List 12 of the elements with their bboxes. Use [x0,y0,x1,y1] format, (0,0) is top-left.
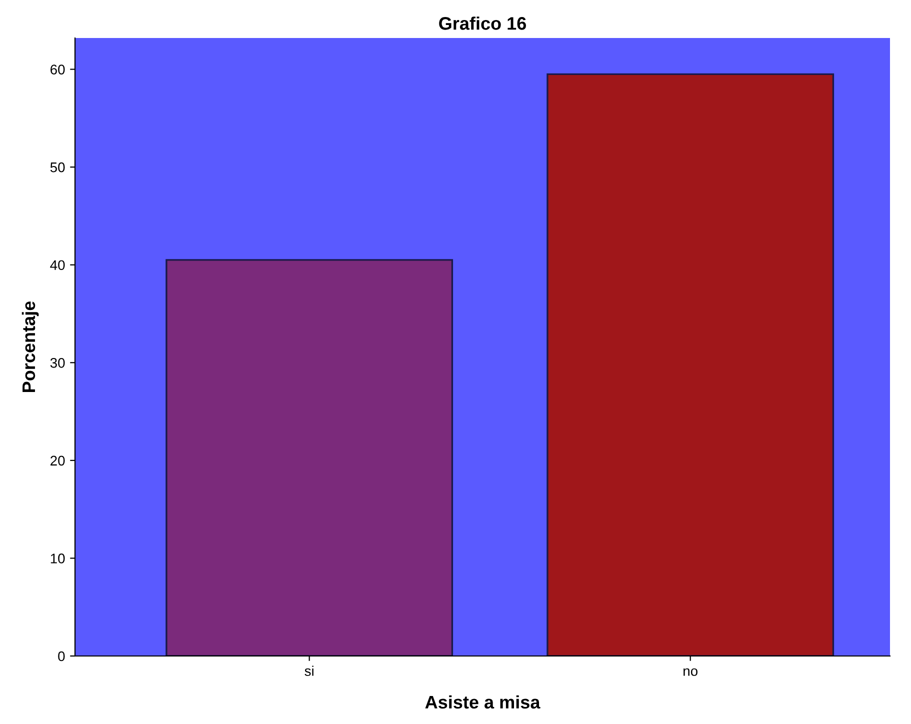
x-axis-title: Asiste a misa [425,695,540,709]
y-tick-label: 20 [50,456,65,466]
x-tick-label: si [304,666,314,676]
y-axis-title: Porcentaje [22,301,39,392]
x-tick-label: no [684,668,698,676]
chart-title: Grafico 16 [439,16,526,30]
y-tick-label: 0 [58,651,65,662]
y-tick-label: 60 [50,64,65,74]
y-tick-label: 40 [50,260,65,270]
y-tick-label: 30 [50,358,65,368]
y-tick-label: 50 [50,162,65,172]
y-tick-label: 10 [50,554,65,564]
